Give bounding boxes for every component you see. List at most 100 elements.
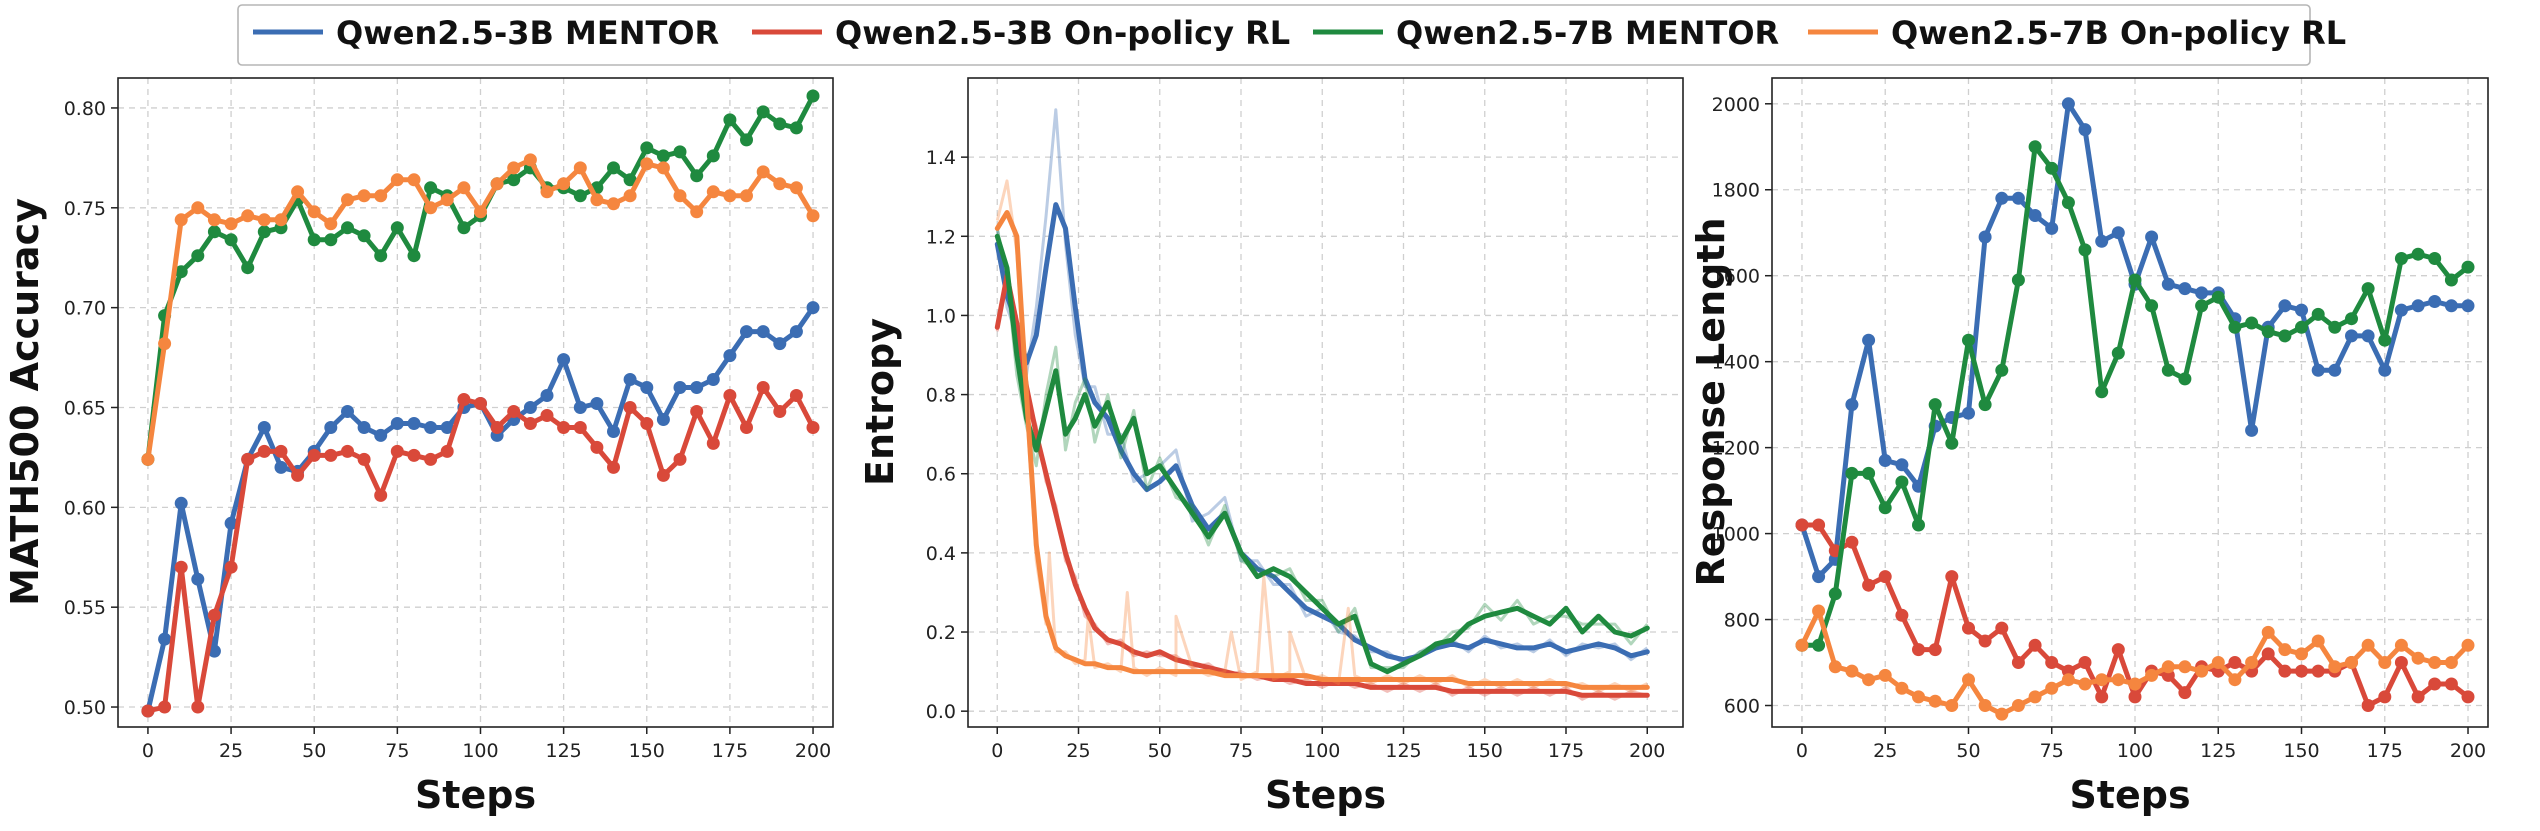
data-point (2128, 690, 2142, 704)
data-point (141, 704, 155, 718)
data-point (440, 444, 454, 458)
data-point (1895, 458, 1909, 472)
data-point (490, 421, 504, 434)
data-point (2278, 329, 2292, 343)
data-point (706, 373, 720, 386)
data-point (207, 225, 221, 239)
data-point (1978, 398, 1992, 412)
data-point (2178, 282, 2192, 296)
data-point (2328, 660, 2342, 674)
data-point (191, 201, 205, 215)
data-point (291, 468, 305, 482)
x-tick-label: 125 (1385, 740, 1421, 762)
x-tick-label: 150 (629, 740, 665, 762)
data-point (2161, 363, 2175, 377)
data-point (607, 425, 620, 438)
data-point (224, 560, 238, 574)
data-point (740, 421, 753, 434)
data-point (274, 213, 288, 227)
data-point (540, 409, 554, 422)
y-tick-label: 0.70 (64, 298, 106, 320)
data-point (706, 185, 720, 199)
data-point (1828, 660, 1842, 674)
x-axis-label: Steps (415, 773, 536, 817)
data-point (2461, 299, 2475, 313)
data-point (2178, 660, 2192, 674)
data-point (407, 417, 421, 430)
data-point (2311, 363, 2325, 377)
x-tick-label: 100 (2117, 740, 2153, 762)
data-point (374, 488, 388, 502)
data-point (357, 452, 371, 466)
data-point (407, 173, 421, 187)
y-tick-label: 1400 (1712, 352, 1760, 374)
data-point (1978, 230, 1992, 244)
y-tick-label: 800 (1724, 610, 1760, 632)
data-point (1812, 570, 1826, 584)
legend-box (237, 4, 2311, 66)
data-point (507, 405, 521, 418)
data-point (2411, 690, 2425, 704)
series-line (994, 233, 1650, 675)
data-point (2095, 673, 2109, 687)
data-point (490, 177, 504, 191)
data-point (2228, 320, 2242, 334)
data-point (457, 221, 471, 235)
data-point (324, 421, 338, 434)
data-point (191, 700, 205, 714)
data-point (2278, 664, 2292, 678)
data-point (806, 301, 820, 315)
data-point (2245, 656, 2259, 669)
data-point (457, 181, 471, 195)
y-tick-label: 1800 (1712, 180, 1760, 202)
data-point (1995, 191, 2009, 205)
data-point (1878, 454, 1892, 467)
data-point (673, 189, 687, 203)
data-point (1962, 406, 1975, 420)
data-point (1962, 621, 1975, 635)
data-point (1862, 333, 1876, 347)
data-point (2361, 638, 2375, 652)
data-point (2328, 320, 2342, 334)
data-point (2028, 690, 2042, 704)
data-point (2278, 299, 2292, 313)
data-point (690, 405, 704, 418)
y-tick-label: 600 (1724, 696, 1760, 718)
data-point (690, 381, 704, 394)
data-point (2011, 273, 2025, 287)
data-point (523, 153, 537, 167)
data-point (557, 353, 571, 367)
data-point (1828, 587, 1842, 601)
data-point (424, 452, 438, 466)
data-point (1995, 363, 2009, 377)
data-point (357, 421, 371, 434)
data-point (1895, 608, 1909, 622)
data-point (390, 417, 404, 430)
data-point (590, 193, 604, 207)
data-point (706, 149, 720, 163)
x-tick-label: 75 (1229, 740, 1253, 762)
data-point (257, 444, 271, 458)
data-point (2328, 363, 2342, 377)
data-point (723, 113, 737, 127)
data-point (2045, 221, 2059, 235)
data-point (191, 249, 205, 263)
data-point (324, 217, 338, 231)
data-point (341, 193, 354, 207)
data-point (2061, 196, 2075, 210)
data-point (723, 389, 737, 402)
x-tick-label: 175 (2367, 740, 2403, 762)
data-point (2411, 651, 2425, 665)
data-point (723, 189, 737, 203)
data-point (2028, 638, 2042, 652)
data-point (474, 397, 487, 410)
data-point (307, 448, 321, 462)
data-point (590, 397, 604, 410)
data-point (2461, 638, 2475, 652)
data-point (1862, 466, 1876, 480)
data-point (424, 201, 438, 215)
data-point (440, 193, 454, 207)
data-point (523, 401, 537, 414)
data-point (1812, 638, 1826, 652)
data-point (740, 325, 753, 339)
